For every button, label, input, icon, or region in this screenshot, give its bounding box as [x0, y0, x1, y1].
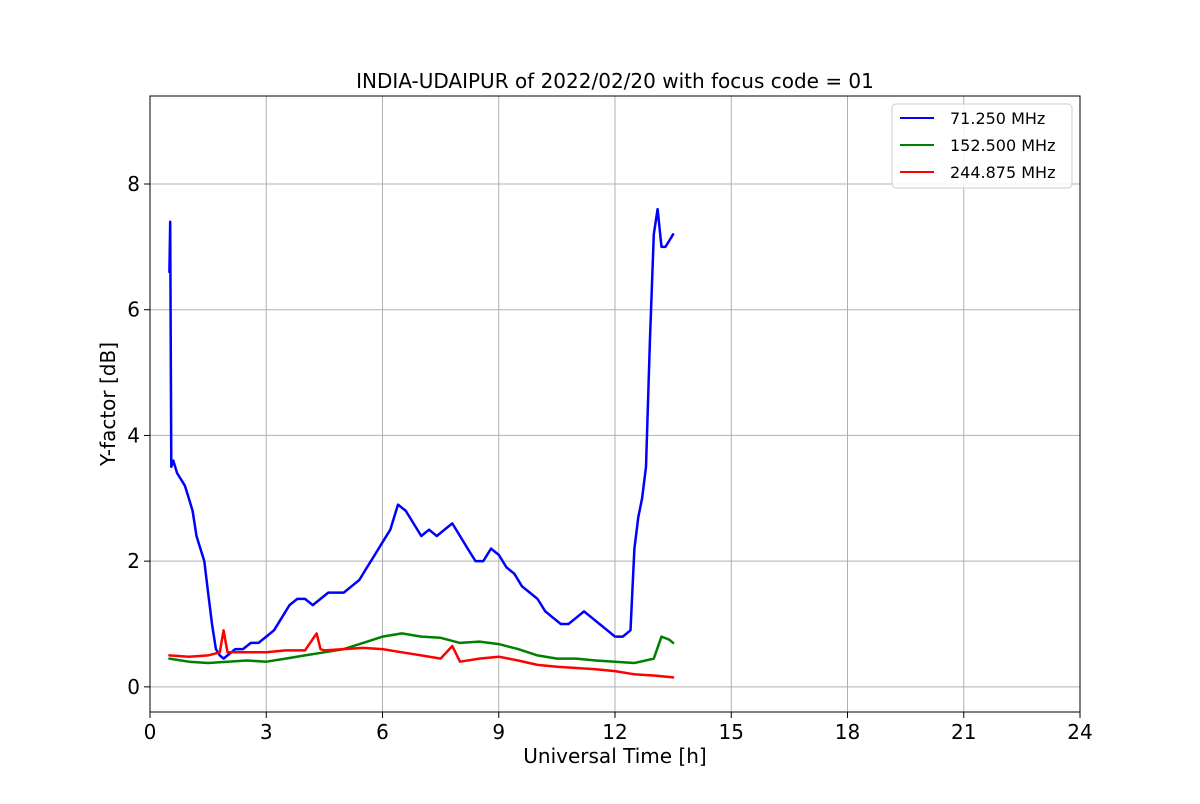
x-tick-label: 15: [719, 720, 744, 744]
y-tick-label: 4: [127, 423, 140, 447]
y-tick-label: 0: [127, 675, 140, 699]
y-axis-ticks: 0 2 4 6 8: [127, 172, 150, 699]
series-71-mhz-line: [168, 207, 675, 660]
x-tick-label: 0: [144, 720, 157, 744]
legend-label-244-mhz: 244.875 MHz: [950, 163, 1055, 182]
x-tick-label: 24: [1067, 720, 1092, 744]
y-axis-label: Y-factor [dB]: [96, 342, 120, 467]
x-tick-label: 9: [492, 720, 505, 744]
legend: 71.250 MHz 152.500 MHz 244.875 MHz: [891, 103, 1073, 189]
x-axis-label: Universal Time [h]: [523, 744, 706, 768]
legend-box: [891, 103, 1073, 189]
series-152-mhz-line: [168, 632, 675, 665]
x-tick-label: 21: [951, 720, 976, 744]
y-tick-label: 6: [127, 298, 140, 322]
x-axis-ticks: 0 3 6 9 12 15 18 21 24: [144, 712, 1093, 744]
chart-title: INDIA-UDAIPUR of 2022/02/20 with focus c…: [356, 69, 874, 93]
series-layer: [168, 207, 675, 679]
y-tick-label: 8: [127, 172, 140, 196]
legend-label-152-mhz: 152.500 MHz: [950, 136, 1055, 155]
x-tick-label: 3: [260, 720, 273, 744]
x-tick-label: 12: [602, 720, 627, 744]
series-244-mhz-line: [168, 629, 675, 679]
x-tick-label: 6: [376, 720, 389, 744]
x-tick-label: 18: [835, 720, 860, 744]
legend-label-71-mhz: 71.250 MHz: [950, 109, 1045, 128]
y-tick-label: 2: [127, 549, 140, 573]
